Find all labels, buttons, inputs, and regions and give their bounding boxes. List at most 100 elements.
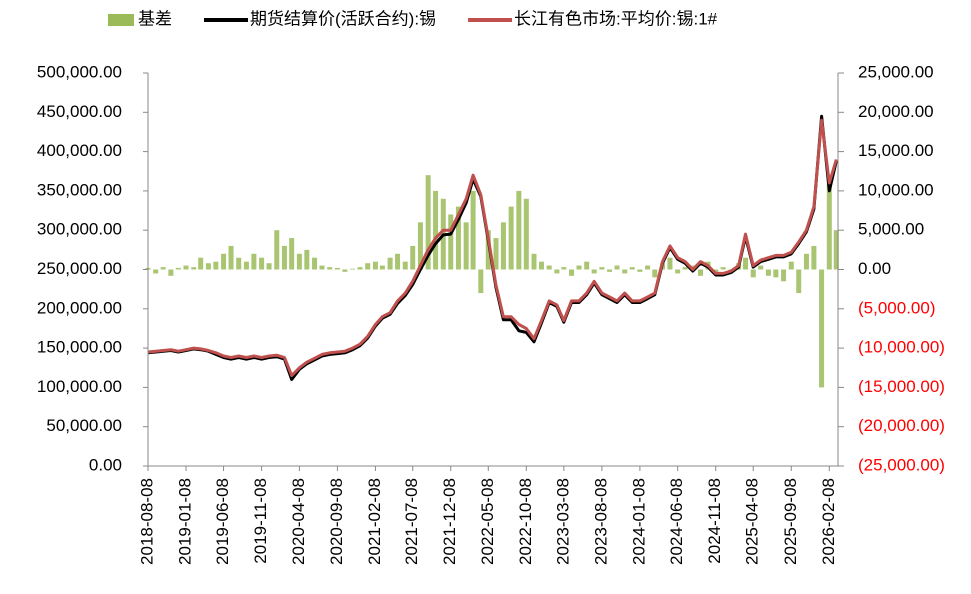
x-tick-label: 2022-05-08 [478,478,497,565]
basis-bar [470,190,476,270]
y-tick-label: 100,000.00 [37,377,122,396]
basis-bar [531,253,537,270]
y-tick-label: 400,000.00 [37,141,122,160]
basis-bar [221,253,227,270]
basis-bar [720,267,726,270]
basis-bar [796,269,802,294]
basis-bar [833,230,839,270]
basis-bar [493,238,499,270]
basis-bar [629,267,635,270]
y2-tick-label: 0.00 [858,259,891,278]
basis-bar [198,257,204,270]
basis-bar [342,269,348,272]
basis-bar [455,206,461,270]
basis-bar [675,269,681,274]
basis-bar [788,261,794,270]
y2-tick-label: (5,000.00) [858,298,936,317]
basis-bar [417,222,423,270]
basis-bar [591,269,597,274]
basis-bar [168,269,174,276]
basis-bar [433,190,439,270]
price-line [147,114,838,381]
x-tick-label: 2019-01-08 [176,478,195,565]
basis-bar [569,269,575,276]
basis-bar [667,257,673,270]
basis-bar [448,214,454,270]
y-tick-label: 50,000.00 [46,416,122,435]
x-tick-label: 2018-08-08 [137,478,156,565]
basis-bar [758,265,764,270]
basis-bar [153,269,159,274]
basis-bar [508,206,514,270]
y-tick-label: 200,000.00 [37,298,122,317]
basis-bar [682,267,688,270]
y2-tick-label: 20,000.00 [858,102,934,121]
basis-bar [599,267,605,270]
y2-tick-label: 25,000.00 [858,62,934,81]
basis-bar [365,263,371,270]
x-tick-label: 2019-06-08 [213,478,232,565]
basis-bar [516,190,522,270]
basis-bar [652,269,658,278]
basis-bar [266,263,272,270]
y-tick-label: 500,000.00 [37,62,122,81]
basis-bar [327,267,333,270]
basis-bar [357,267,363,270]
basis-bar [213,261,219,270]
basis-bar [289,238,295,270]
legend-label: 长江有色市场:平均价:锡:1# [514,9,718,28]
x-tick-label: 2025-09-08 [781,478,800,565]
basis-bar [645,265,651,270]
basis-bar [312,257,318,270]
basis-bar [576,265,582,270]
basis-bar [614,265,620,270]
x-tick-label: 2024-06-08 [667,478,686,565]
basis-bar [607,269,613,272]
y2-tick-label: (20,000.00) [858,416,945,435]
basis-bar [319,265,325,270]
basis-bar [350,268,356,270]
basis-bar [191,267,197,270]
basis-bar [698,269,704,276]
basis-bar [485,230,491,270]
basis-bar [584,261,590,270]
basis-bar [372,261,378,270]
x-tick-label: 2024-11-08 [705,478,724,564]
basis-bar [228,245,234,270]
basis-bar [410,245,416,270]
basis-bar [205,263,211,270]
basis-bar [819,269,825,388]
basis-bar [463,222,469,270]
basis-bar [183,265,189,270]
y2-tick-label: 15,000.00 [858,141,934,160]
basis-bar [334,267,340,270]
basis-bar [243,261,249,270]
basis-bar [402,261,408,270]
basis-bar [281,245,287,270]
basis-bar [236,257,242,270]
x-tick-label: 2020-04-08 [289,478,308,565]
legend-label: 基差 [138,9,172,28]
basis-bar [500,222,506,270]
x-tick-label: 2021-12-08 [440,478,459,565]
basis-bar [478,269,484,294]
basis-bar [554,269,560,274]
basis-bar [304,249,310,270]
x-tick-label: 2021-02-08 [365,478,384,565]
basis-bar [523,198,529,270]
basis-bar [387,257,393,270]
basis-bar [296,253,302,270]
basis-bar [773,269,779,278]
x-tick-label: 2023-08-08 [591,478,610,565]
legend-swatch [108,14,134,26]
basis-bar [826,175,832,270]
basis-bar [259,257,265,270]
basis-bar [743,257,749,270]
price-line [147,118,838,378]
y2-tick-label: (10,000.00) [858,338,945,357]
x-tick-label: 2025-04-08 [743,478,762,565]
y2-tick-label: (25,000.00) [858,455,945,474]
basis-bar [765,269,771,276]
y-tick-label: 250,000.00 [37,259,122,278]
